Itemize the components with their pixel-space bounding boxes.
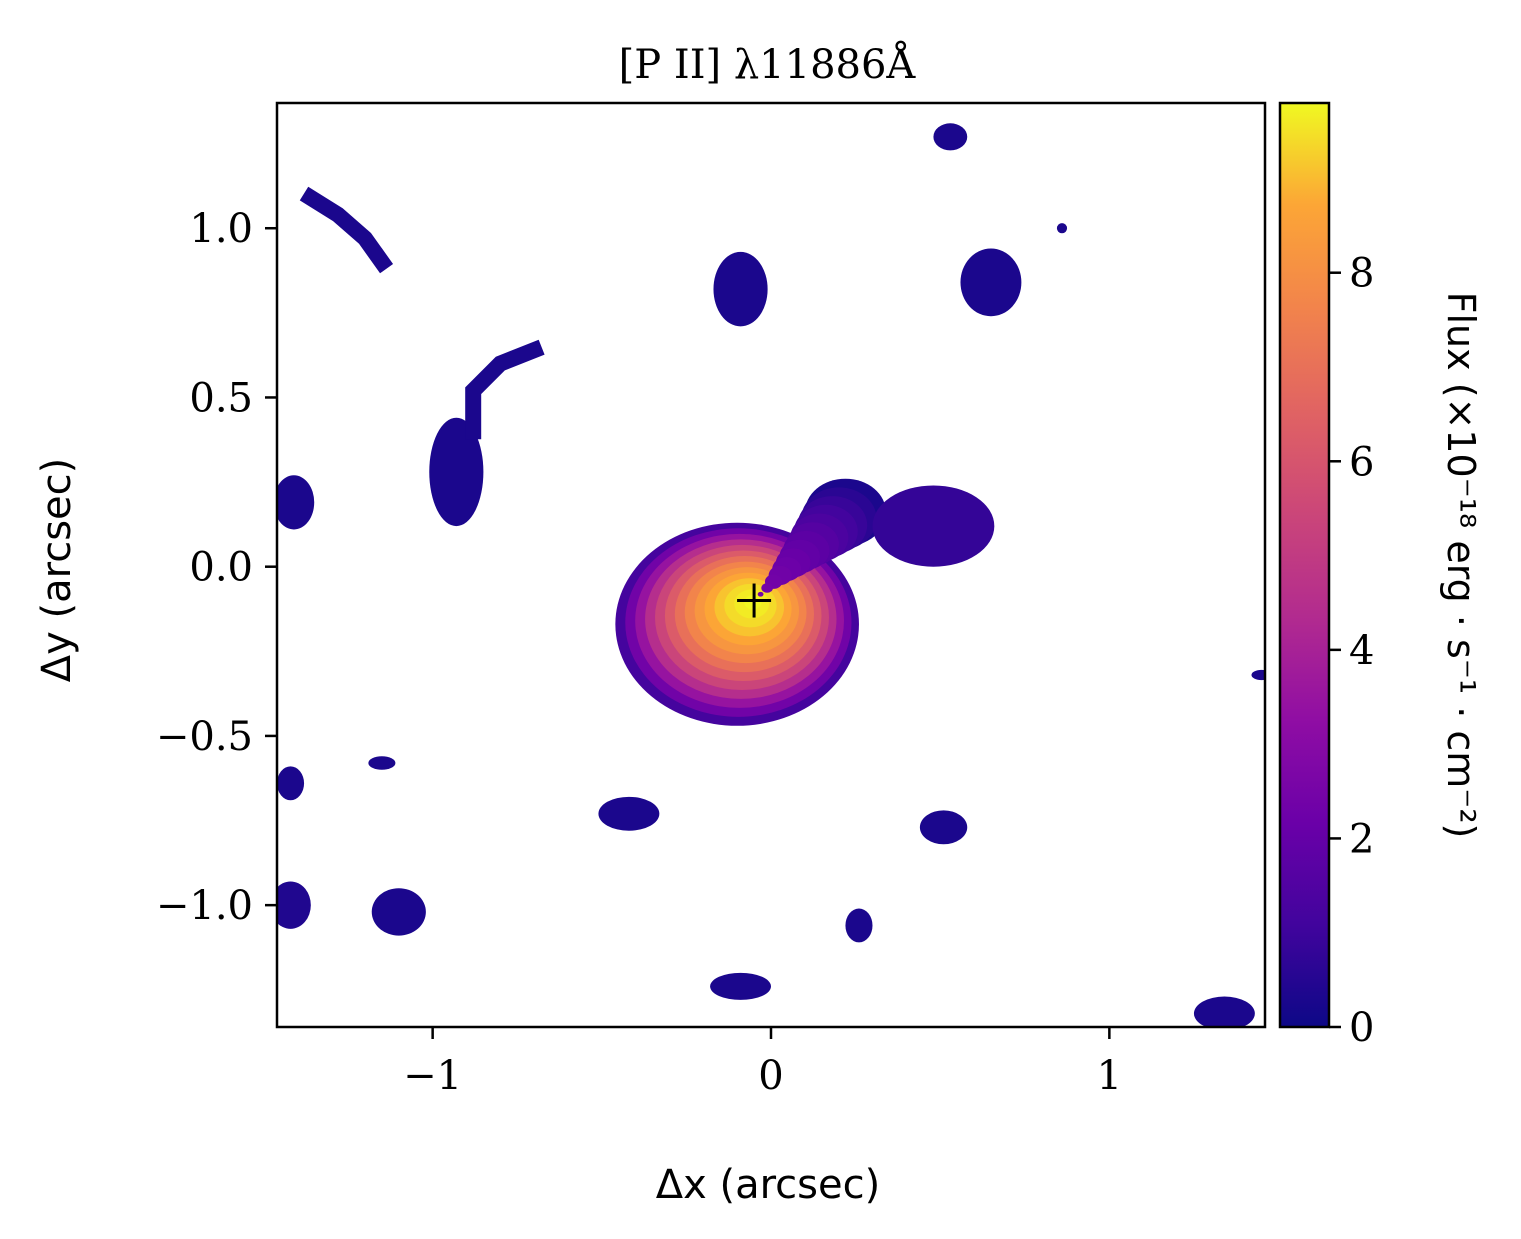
blob-fill (371, 888, 426, 936)
blob-fill (960, 248, 1022, 317)
y-axis-label: Δy (arcsec) (34, 458, 80, 682)
colorbar-tick-label: 8 (1349, 251, 1374, 297)
colorbar (1278, 101, 1331, 1029)
emission-blob (872, 485, 995, 567)
blob-fill (1193, 996, 1255, 1027)
blob-fill (933, 123, 968, 151)
emission-blob (1193, 996, 1255, 1027)
heatmap-area (277, 103, 1265, 1027)
blob-fill (1251, 669, 1265, 681)
blob-fill (277, 881, 311, 929)
colorbar-ticks: 0 2 4 6 8 (1329, 251, 1374, 1051)
y-tick-label: 0.0 (189, 545, 253, 591)
x-tick-label: 1 (1097, 1053, 1122, 1099)
blob-fill (1056, 223, 1068, 234)
blob-level (761, 583, 773, 593)
blob-fill (277, 766, 305, 801)
blob-fill (713, 251, 768, 327)
colorbar-tick-label: 6 (1349, 439, 1374, 485)
emission-streak (299, 186, 394, 274)
emission-blobs (277, 123, 1265, 1027)
colorbar-label: Flux (×10⁻¹⁸ erg · s⁻¹ · cm⁻²) (1439, 292, 1483, 839)
emission-blob (919, 810, 968, 845)
emission-blob (429, 417, 484, 527)
emission-blob (845, 908, 873, 943)
x-axis-ticks: −1 0 1 (403, 1027, 1122, 1099)
emission-blob (277, 475, 315, 530)
blob-fill (368, 756, 396, 770)
emission-blob (960, 248, 1022, 317)
emission-blob (933, 123, 968, 151)
x-tick-label: 0 (758, 1053, 783, 1099)
chart-title: [P II] λ11886Å (619, 41, 917, 88)
y-tick-label: −1.0 (156, 883, 253, 929)
y-axis-ticks: 1.0 0.5 0.0 −0.5 −1.0 (156, 206, 277, 929)
emission-blob (757, 478, 887, 597)
colorbar-tick-label: 2 (1349, 816, 1374, 862)
colorbar-tick-label: 4 (1349, 628, 1374, 674)
emission-blob (371, 888, 426, 936)
emission-blob (368, 756, 396, 770)
x-tick-label: −1 (403, 1053, 462, 1099)
peak-marker (737, 583, 772, 618)
emission-blob (1056, 223, 1068, 234)
emission-blob (1251, 669, 1265, 681)
emission-blob (277, 766, 305, 801)
blob-level (757, 591, 764, 597)
blob-fill (710, 972, 772, 1000)
x-axis-label: Δx (arcsec) (656, 1162, 880, 1208)
blob-fill (429, 417, 484, 527)
y-tick-label: −0.5 (156, 714, 253, 760)
y-tick-label: 1.0 (189, 206, 253, 252)
emission-blob (277, 881, 311, 929)
blob-fill (845, 908, 873, 943)
emission-blob (598, 796, 660, 831)
blob-fill (919, 810, 968, 845)
blob-fill (872, 485, 995, 567)
emission-blob (710, 972, 772, 1000)
y-tick-label: 0.5 (189, 375, 253, 421)
colorbar-tick-label: 0 (1349, 1005, 1374, 1051)
emission-streak (465, 339, 545, 440)
blob-fill (277, 475, 315, 530)
emission-blob (713, 251, 768, 327)
blob-fill (598, 796, 660, 831)
